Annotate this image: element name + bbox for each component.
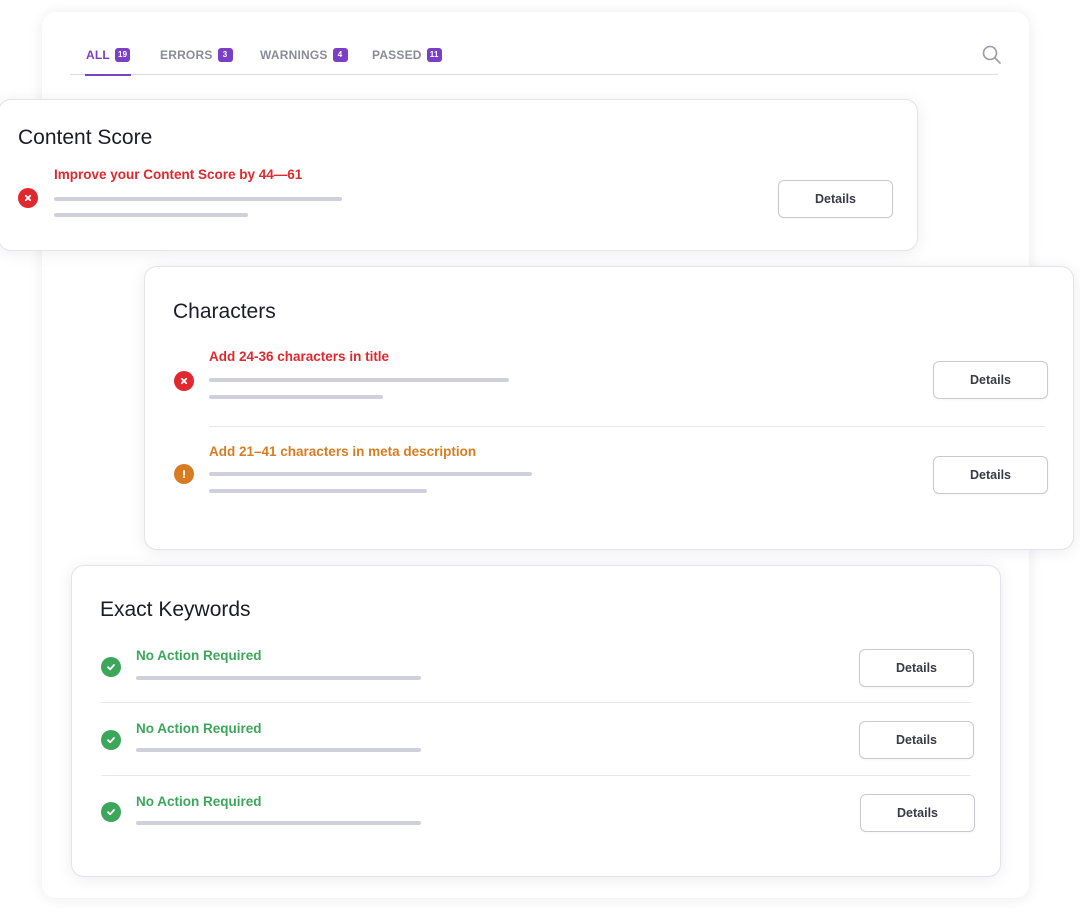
keyword-item-3-details-button[interactable]: Details	[860, 794, 975, 832]
placeholder-bar	[209, 489, 427, 493]
x-circle-icon	[174, 371, 194, 391]
placeholder-bar	[54, 213, 248, 217]
content-score-details-button[interactable]: Details	[778, 180, 893, 218]
tab-all[interactable]: ALL 19	[84, 48, 132, 76]
x-circle-icon	[18, 188, 38, 208]
search-icon[interactable]	[981, 44, 1003, 66]
placeholder-bar	[136, 676, 421, 680]
characters-card: Characters Add 24-36 characters in title…	[144, 266, 1074, 550]
tab-errors-count-badge: 3	[217, 48, 233, 62]
placeholder-bar	[209, 395, 383, 399]
divider	[209, 426, 1045, 427]
keyword-item-2-message: No Action Required	[136, 721, 262, 736]
keyword-item-3-message: No Action Required	[136, 794, 262, 809]
tab-warnings-label: WARNINGS	[260, 48, 328, 62]
divider	[101, 775, 971, 776]
characters-item-2-message: Add 21–41 characters in meta description	[209, 444, 477, 459]
exclamation-circle-icon	[174, 464, 194, 484]
filter-tabs: ALL 19 ERRORS 3 WARNINGS 4 PASSED 11	[70, 44, 998, 76]
check-circle-icon	[101, 657, 121, 677]
exact-keywords-title: Exact Keywords	[100, 598, 251, 621]
characters-title: Characters	[173, 300, 276, 323]
tab-errors[interactable]: ERRORS 3	[160, 48, 233, 75]
keyword-item-2-details-button[interactable]: Details	[859, 721, 974, 759]
characters-item-2-details-button[interactable]: Details	[933, 456, 1048, 494]
keyword-item-1-message: No Action Required	[136, 648, 262, 663]
tab-passed-label: PASSED	[372, 48, 422, 62]
characters-item-1-message: Add 24-36 characters in title	[209, 349, 390, 364]
content-score-card: Content Score Improve your Content Score…	[0, 99, 918, 251]
check-circle-icon	[101, 730, 121, 750]
exact-keywords-card: Exact Keywords No Action Required Detail…	[71, 565, 1001, 877]
keyword-item-1-details-button[interactable]: Details	[859, 649, 974, 687]
tab-passed-count-badge: 11	[426, 48, 442, 62]
tab-all-count-badge: 19	[114, 48, 131, 62]
content-score-item-message: Improve your Content Score by 44—61	[54, 167, 303, 182]
placeholder-bar	[136, 748, 421, 752]
divider	[101, 702, 971, 703]
check-circle-icon	[101, 802, 121, 822]
tab-all-label: ALL	[86, 48, 110, 62]
tab-errors-label: ERRORS	[160, 48, 213, 62]
placeholder-bar	[136, 821, 421, 825]
tab-warnings-count-badge: 4	[332, 48, 348, 62]
characters-item-1-details-button[interactable]: Details	[933, 361, 1048, 399]
placeholder-bar	[209, 378, 509, 382]
placeholder-bar	[54, 197, 342, 201]
tab-passed[interactable]: PASSED 11	[372, 48, 442, 75]
placeholder-bar	[209, 472, 532, 476]
tab-warnings[interactable]: WARNINGS 4	[260, 48, 348, 75]
content-score-title: Content Score	[18, 126, 153, 149]
